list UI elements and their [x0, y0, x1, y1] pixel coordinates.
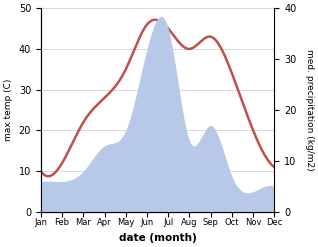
X-axis label: date (month): date (month): [119, 233, 197, 243]
Y-axis label: med. precipitation (kg/m2): med. precipitation (kg/m2): [305, 49, 314, 171]
Y-axis label: max temp (C): max temp (C): [4, 79, 13, 141]
